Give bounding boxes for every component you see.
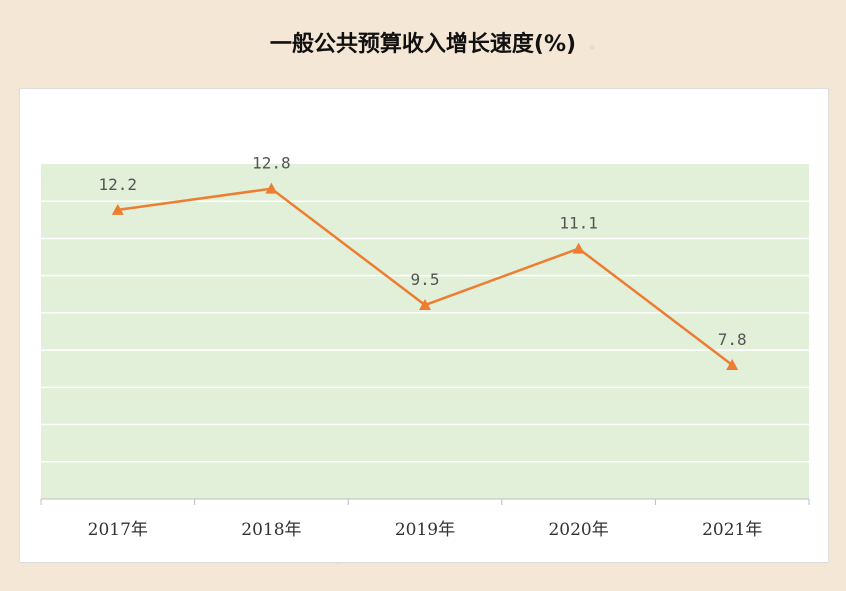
x-tick-label: 2021年 <box>702 520 762 540</box>
data-point-marker <box>572 242 585 254</box>
data-label: 9.5 <box>411 270 440 289</box>
x-tick-label: 2018年 <box>241 520 301 540</box>
x-tick-label: 2017年 <box>88 520 148 540</box>
chart-title: 一般公共预算收入增长速度(%) <box>269 32 577 57</box>
data-point-marker <box>111 203 124 215</box>
data-label: 11.1 <box>559 214 598 233</box>
x-tick-label: 2019年 <box>395 520 455 540</box>
data-label: 12.8 <box>252 154 291 173</box>
data-label: 7.8 <box>718 330 747 349</box>
data-point-marker <box>265 182 278 194</box>
data-point-marker <box>726 359 739 370</box>
x-tick-label: 2020年 <box>548 520 608 540</box>
plot-area <box>41 164 809 499</box>
line-chart: 12.2 2017年 12.8 2018年 9.5 2019年 11.1 2020年 7.8 20… <box>40 154 810 540</box>
data-label: 12.2 <box>99 175 138 194</box>
data-point-marker <box>419 299 431 311</box>
chart-panel: 12.2 2017年 12.8 2018年 9.5 2019年 11.1 2020年 7.8 20… <box>19 88 829 563</box>
